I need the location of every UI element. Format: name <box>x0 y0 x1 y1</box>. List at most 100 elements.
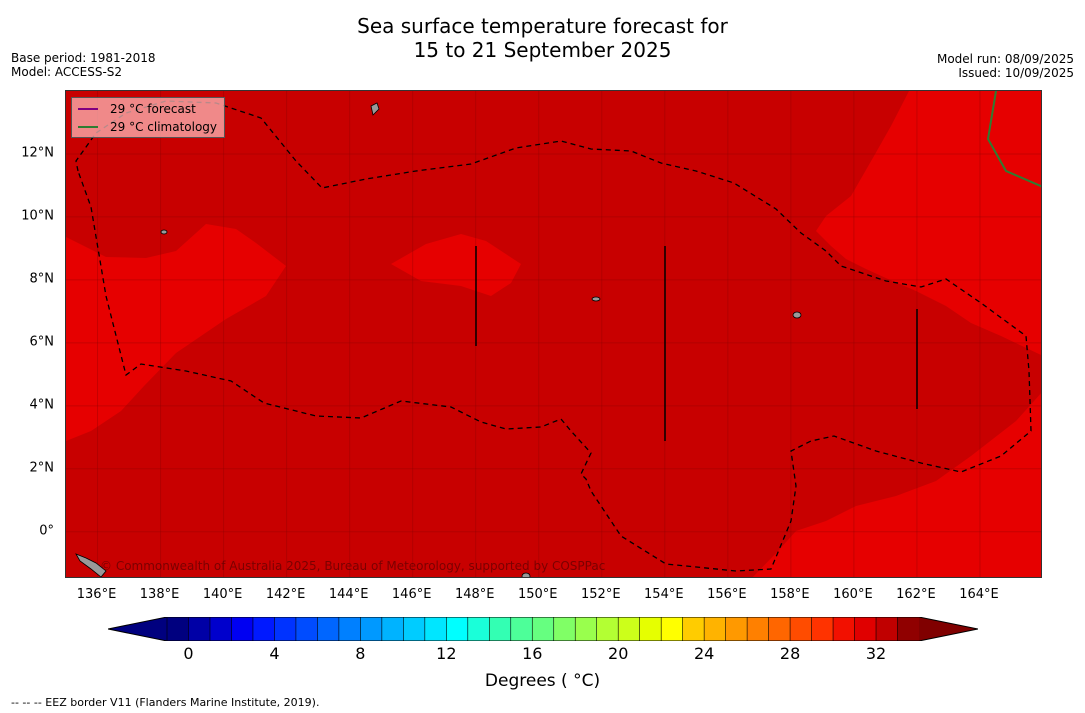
colorbar-over-arrow <box>919 617 978 641</box>
legend-forecast: 29 °C forecast <box>78 101 196 117</box>
colorbar-segment <box>897 617 920 641</box>
colorbar-segment <box>467 617 490 641</box>
meta-left: Base period: 1981-2018 Model: ACCESS-S2 <box>11 51 156 79</box>
longitude-tick-label: 140°E <box>202 587 243 602</box>
colorbar-segment <box>768 617 791 641</box>
graticule <box>66 91 1041 577</box>
latitude-tick-label: 10°N <box>21 208 54 224</box>
colorbar-under-arrow <box>108 617 167 641</box>
island-palau <box>160 229 168 235</box>
longitude-tick-label: 148°E <box>454 587 495 602</box>
colorbar-tick-label: 28 <box>779 644 801 663</box>
issued-date: Issued: 10/09/2025 <box>958 66 1074 80</box>
map-canvas <box>66 91 1041 577</box>
latitude-tick-label: 4°N <box>29 397 55 413</box>
colorbar-tick-label: 32 <box>865 644 887 663</box>
island-new-guinea-coast <box>75 553 107 577</box>
colorbar-segment <box>231 617 254 641</box>
title-line-1: Sea surface temperature forecast for <box>357 14 728 38</box>
colorbar-segment <box>446 617 469 641</box>
longitude-tick-label: 156°E <box>707 587 747 602</box>
map-legend: 29 °C forecast 29 °C climatology <box>71 97 225 138</box>
longitude-tick-label: 142°E <box>265 587 306 602</box>
colorbar-tick-label: 0 <box>183 644 194 663</box>
colorbar-segment <box>510 617 533 641</box>
colorbar-tick-label: 12 <box>436 644 457 663</box>
colorbar-segment <box>403 617 426 641</box>
colorbar-segment <box>317 617 340 641</box>
sst-map <box>65 90 1042 578</box>
longitude-tick-label: 160°E <box>833 587 873 602</box>
island-pohnpei <box>792 311 802 319</box>
longitude-tick-label: 138°E <box>139 587 180 602</box>
land-islands <box>75 102 802 577</box>
legend-forecast-swatch <box>78 108 98 110</box>
sst-region-east <box>816 91 1041 356</box>
sst-region-centre <box>391 234 521 296</box>
colorbar <box>108 617 978 641</box>
colorbar-segment <box>790 617 813 641</box>
colorbar-segment <box>682 617 705 641</box>
copyright-watermark: © Commonwealth of Australia 2025, Bureau… <box>100 559 606 573</box>
island-new-ireland <box>521 572 531 577</box>
colorbar-segment <box>167 617 189 641</box>
colorbar-segment <box>833 617 856 641</box>
legend-climatology-swatch <box>78 126 98 128</box>
colorbar-tick-label: 20 <box>608 644 629 663</box>
latitude-tick-label: 8°N <box>29 271 55 287</box>
meta-right: Model run: 08/09/2025 Issued: 10/09/2025 <box>937 52 1074 80</box>
colorbar-segment <box>338 617 361 641</box>
legend-climatology: 29 °C climatology <box>78 119 217 135</box>
longitude-tick-label: 158°E <box>770 587 810 602</box>
colorbar-segment <box>704 617 727 641</box>
colorbar-tick-label: 8 <box>355 644 366 663</box>
colorbar-segment <box>295 617 318 641</box>
latitude-tick-label: 6°N <box>29 334 55 350</box>
colorbar-tick-label: 16 <box>522 644 543 663</box>
colorbar-segment <box>639 617 662 641</box>
colorbar-segment <box>618 617 641 641</box>
longitude-tick-label: 150°E <box>517 587 558 602</box>
latitude-tick-label: 0° <box>39 523 54 539</box>
longitude-tick-label: 136°E <box>76 587 117 602</box>
colorbar-segment <box>725 617 748 641</box>
colorbar-segment <box>575 617 598 641</box>
colorbar-segment <box>532 617 555 641</box>
longitude-tick-label: 144°E <box>328 587 369 602</box>
island-chuuk <box>591 296 601 302</box>
model-name: Model: ACCESS-S2 <box>11 65 123 79</box>
colorbar-segment <box>274 617 297 641</box>
colorbar-segment <box>661 617 684 641</box>
longitude-tick-label: 162°E <box>896 587 936 602</box>
colorbar-segment <box>360 617 383 641</box>
colorbar-tick-label: 4 <box>269 644 280 663</box>
island-guam <box>370 102 380 116</box>
model-run: Model run: 08/09/2025 <box>936 52 1074 66</box>
colorbar-segment <box>489 617 512 641</box>
colorbar-segment <box>209 617 232 641</box>
data-dropout-lines <box>475 246 918 441</box>
latitude-tick-label: 2°N <box>29 460 55 476</box>
colorbar-segment <box>188 617 211 641</box>
colorbar-segment <box>811 617 834 641</box>
base-period: Base period: 1981-2018 <box>11 51 156 65</box>
eez-border <box>75 100 1032 572</box>
chart-title: Sea surface temperature forecast for 15 … <box>0 14 1085 62</box>
sst-region-southeast <box>752 393 1041 577</box>
sst-region-west <box>66 224 286 441</box>
colorbar-tick-label: 24 <box>693 644 715 663</box>
title-line-2: 15 to 21 September 2025 <box>413 38 672 62</box>
latitude-tick-label: 12°N <box>21 145 54 161</box>
colorbar-segment <box>747 617 770 641</box>
longitude-tick-label: 146°E <box>391 587 432 602</box>
colorbar-segment <box>424 617 447 641</box>
colorbar-title: Degrees ( °C) <box>484 671 601 691</box>
colorbar-segment <box>381 617 404 641</box>
colorbar-segment <box>553 617 576 641</box>
longitude-tick-label: 164°E <box>959 587 999 602</box>
legend-climatology-label: 29 °C climatology <box>110 120 218 134</box>
longitude-tick-label: 154°E <box>644 587 684 602</box>
eez-footnote: -- -- -- EEZ border V11 (Flanders Marine… <box>11 696 320 709</box>
colorbar-segment <box>876 617 899 641</box>
climatology-29c-contour <box>986 91 1041 188</box>
